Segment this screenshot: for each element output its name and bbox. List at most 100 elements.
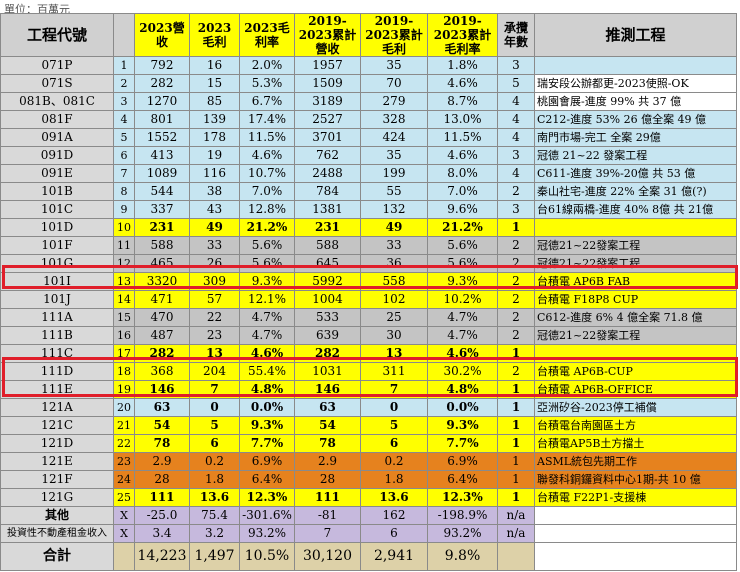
gp-2023-cell: 13.6 bbox=[189, 488, 240, 507]
cum-gp-cell: 162 bbox=[360, 506, 428, 525]
table-row: 101F 11 588 33 5.6% 588 33 5.6% 2 冠德21~22發案工程 bbox=[0, 236, 737, 255]
rev-2023-cell: 470 bbox=[134, 308, 190, 327]
project-cell: 瑞安段公辦都更-2023使照-OK bbox=[534, 74, 737, 93]
cum-rev-cell: 231 bbox=[294, 218, 361, 237]
project-cell bbox=[534, 344, 737, 363]
gp-2023-cell: 0 bbox=[189, 398, 240, 417]
gm-2023-cell: 9.3% bbox=[239, 416, 295, 435]
cum-gm-cell: 1.8% bbox=[427, 56, 498, 75]
cum-gm-cell: 10.2% bbox=[427, 290, 498, 309]
code-cell: 081F bbox=[0, 110, 114, 129]
index-cell: 4 bbox=[113, 110, 135, 129]
cum-rev-cell: 645 bbox=[294, 254, 361, 273]
gm-2023-cell: 12.8% bbox=[239, 200, 295, 219]
rev-2023-cell: 471 bbox=[134, 290, 190, 309]
rev-2023-cell: 282 bbox=[134, 344, 190, 363]
cum-gm-cell: 5.6% bbox=[427, 236, 498, 255]
table-row: 091A 5 1552 178 11.5% 3701 424 11.5% 4 南門市場-完工 全案… bbox=[0, 128, 737, 147]
project-cell: 南門市場-完工 全案 29億 bbox=[534, 128, 737, 147]
gp-2023-cell: 5 bbox=[189, 416, 240, 435]
gm-2023-cell: 5.6% bbox=[239, 236, 295, 255]
years-cell: 2 bbox=[497, 182, 535, 201]
project-cell: 桃園會展-進度 99% 共 37 億 bbox=[534, 92, 737, 111]
rev-2023-cell: 231 bbox=[134, 218, 190, 237]
years-cell: 1 bbox=[497, 470, 535, 489]
project-cell: 台積電 F18P8 CUP bbox=[534, 290, 737, 309]
cum-gp-cell: 25 bbox=[360, 308, 428, 327]
gm-2023-cell: 0.0% bbox=[239, 398, 295, 417]
gm-2023-cell: 12.3% bbox=[239, 488, 295, 507]
index-cell: 24 bbox=[113, 470, 135, 489]
table-row: 071S 2 282 15 5.3% 1509 70 4.6% 5 瑞安段公辦都更-2023使照-… bbox=[0, 74, 737, 93]
rev-2023-cell: 337 bbox=[134, 200, 190, 219]
code-cell: 111E bbox=[0, 380, 114, 399]
code-cell: 071S bbox=[0, 74, 114, 93]
index-cell: 2 bbox=[113, 74, 135, 93]
cum-gm-cell: 11.5% bbox=[427, 128, 498, 147]
header-project: 推測工程 bbox=[534, 13, 737, 57]
rev-2023-cell: 1089 bbox=[134, 164, 190, 183]
unit-label: 單位：百萬元 bbox=[4, 3, 70, 16]
gp-2023-cell: 116 bbox=[189, 164, 240, 183]
rev-2023-cell: 111 bbox=[134, 488, 190, 507]
gm-2023-cell: 6.4% bbox=[239, 470, 295, 489]
cum-gp-cell: 35 bbox=[360, 146, 428, 165]
gp-2023-cell: 7 bbox=[189, 380, 240, 399]
project-cell: 冠德 21~22 發案工程 bbox=[534, 146, 737, 165]
gp-2023-cell: 57 bbox=[189, 290, 240, 309]
gp-2023-cell: 3.2 bbox=[189, 524, 240, 543]
gm-2023-cell: 17.4% bbox=[239, 110, 295, 129]
index-cell: 11 bbox=[113, 236, 135, 255]
cum-gp-cell: 5 bbox=[360, 416, 428, 435]
cum-rev-cell: 5992 bbox=[294, 272, 361, 291]
code-cell: 091E bbox=[0, 164, 114, 183]
cum-gm-cell: 4.6% bbox=[427, 74, 498, 93]
table-row: 101G 12 465 26 5.6% 645 36 5.6% 2 冠德21~22發案工程 bbox=[0, 254, 737, 273]
total-row: 合計 14,223 1,497 10.5% 30,120 2,941 9.8% bbox=[0, 542, 737, 571]
cum-gm-cell: 93.2% bbox=[427, 524, 498, 543]
cum-rev-cell: 588 bbox=[294, 236, 361, 255]
index-cell: X bbox=[113, 506, 135, 525]
cum-gp-cell: 70 bbox=[360, 74, 428, 93]
cum-gp-cell: 6 bbox=[360, 524, 428, 543]
rev-2023-cell: 54 bbox=[134, 416, 190, 435]
index-cell: X bbox=[113, 524, 135, 543]
cum-gm-cell: 5.6% bbox=[427, 254, 498, 273]
table-row: 其他 X -25.0 75.4 -301.6% -81 162 -198.9% n/a bbox=[0, 506, 737, 525]
cum-rev-cell: 533 bbox=[294, 308, 361, 327]
code-cell: 111D bbox=[0, 362, 114, 381]
rev-2023-cell: 3320 bbox=[134, 272, 190, 291]
cum-gm-cell: 4.6% bbox=[427, 146, 498, 165]
index-cell: 17 bbox=[113, 344, 135, 363]
gm-2023-cell: 4.7% bbox=[239, 308, 295, 327]
gp-2023-cell: 13 bbox=[189, 344, 240, 363]
code-cell: 091D bbox=[0, 146, 114, 165]
years-cell: 2 bbox=[497, 272, 535, 291]
years-cell: 4 bbox=[497, 164, 535, 183]
years-cell: 2 bbox=[497, 308, 535, 327]
gm-2023-cell: 12.1% bbox=[239, 290, 295, 309]
cum-gm-cell: 0.0% bbox=[427, 398, 498, 417]
cum-rev-cell: 639 bbox=[294, 326, 361, 345]
header-code: 工程代號 bbox=[0, 13, 114, 57]
rev-2023-cell: 3.4 bbox=[134, 524, 190, 543]
gm-2023-cell: 6.7% bbox=[239, 92, 295, 111]
project-cell: 台積電 F22P1-支援棟 bbox=[534, 488, 737, 507]
rev-2023-cell: 368 bbox=[134, 362, 190, 381]
project-cell: 台積電 AP6B FAB bbox=[534, 272, 737, 291]
gp-2023-cell: 16 bbox=[189, 56, 240, 75]
cum-rev-cell: 1381 bbox=[294, 200, 361, 219]
cum-gm-cell: 6.9% bbox=[427, 452, 498, 471]
cum-rev-cell: 54 bbox=[294, 416, 361, 435]
index-cell: 14 bbox=[113, 290, 135, 309]
rev-2023-cell: 146 bbox=[134, 380, 190, 399]
gm-2023-cell: 21.2% bbox=[239, 218, 295, 237]
cum-rev-cell: 282 bbox=[294, 344, 361, 363]
total-rev-2023-cell: 14,223 bbox=[134, 542, 190, 571]
years-cell: 4 bbox=[497, 92, 535, 111]
gp-2023-cell: 204 bbox=[189, 362, 240, 381]
project-cell: C611-進度 39%-20億 共 53 億 bbox=[534, 164, 737, 183]
table-row: 091E 7 1089 116 10.7% 2488 199 8.0% 4 C611-進度 39%… bbox=[0, 164, 737, 183]
table-row: 111D 18 368 204 55.4% 1031 311 30.2% 2 台積電 AP6B-C… bbox=[0, 362, 737, 381]
gp-2023-cell: 23 bbox=[189, 326, 240, 345]
